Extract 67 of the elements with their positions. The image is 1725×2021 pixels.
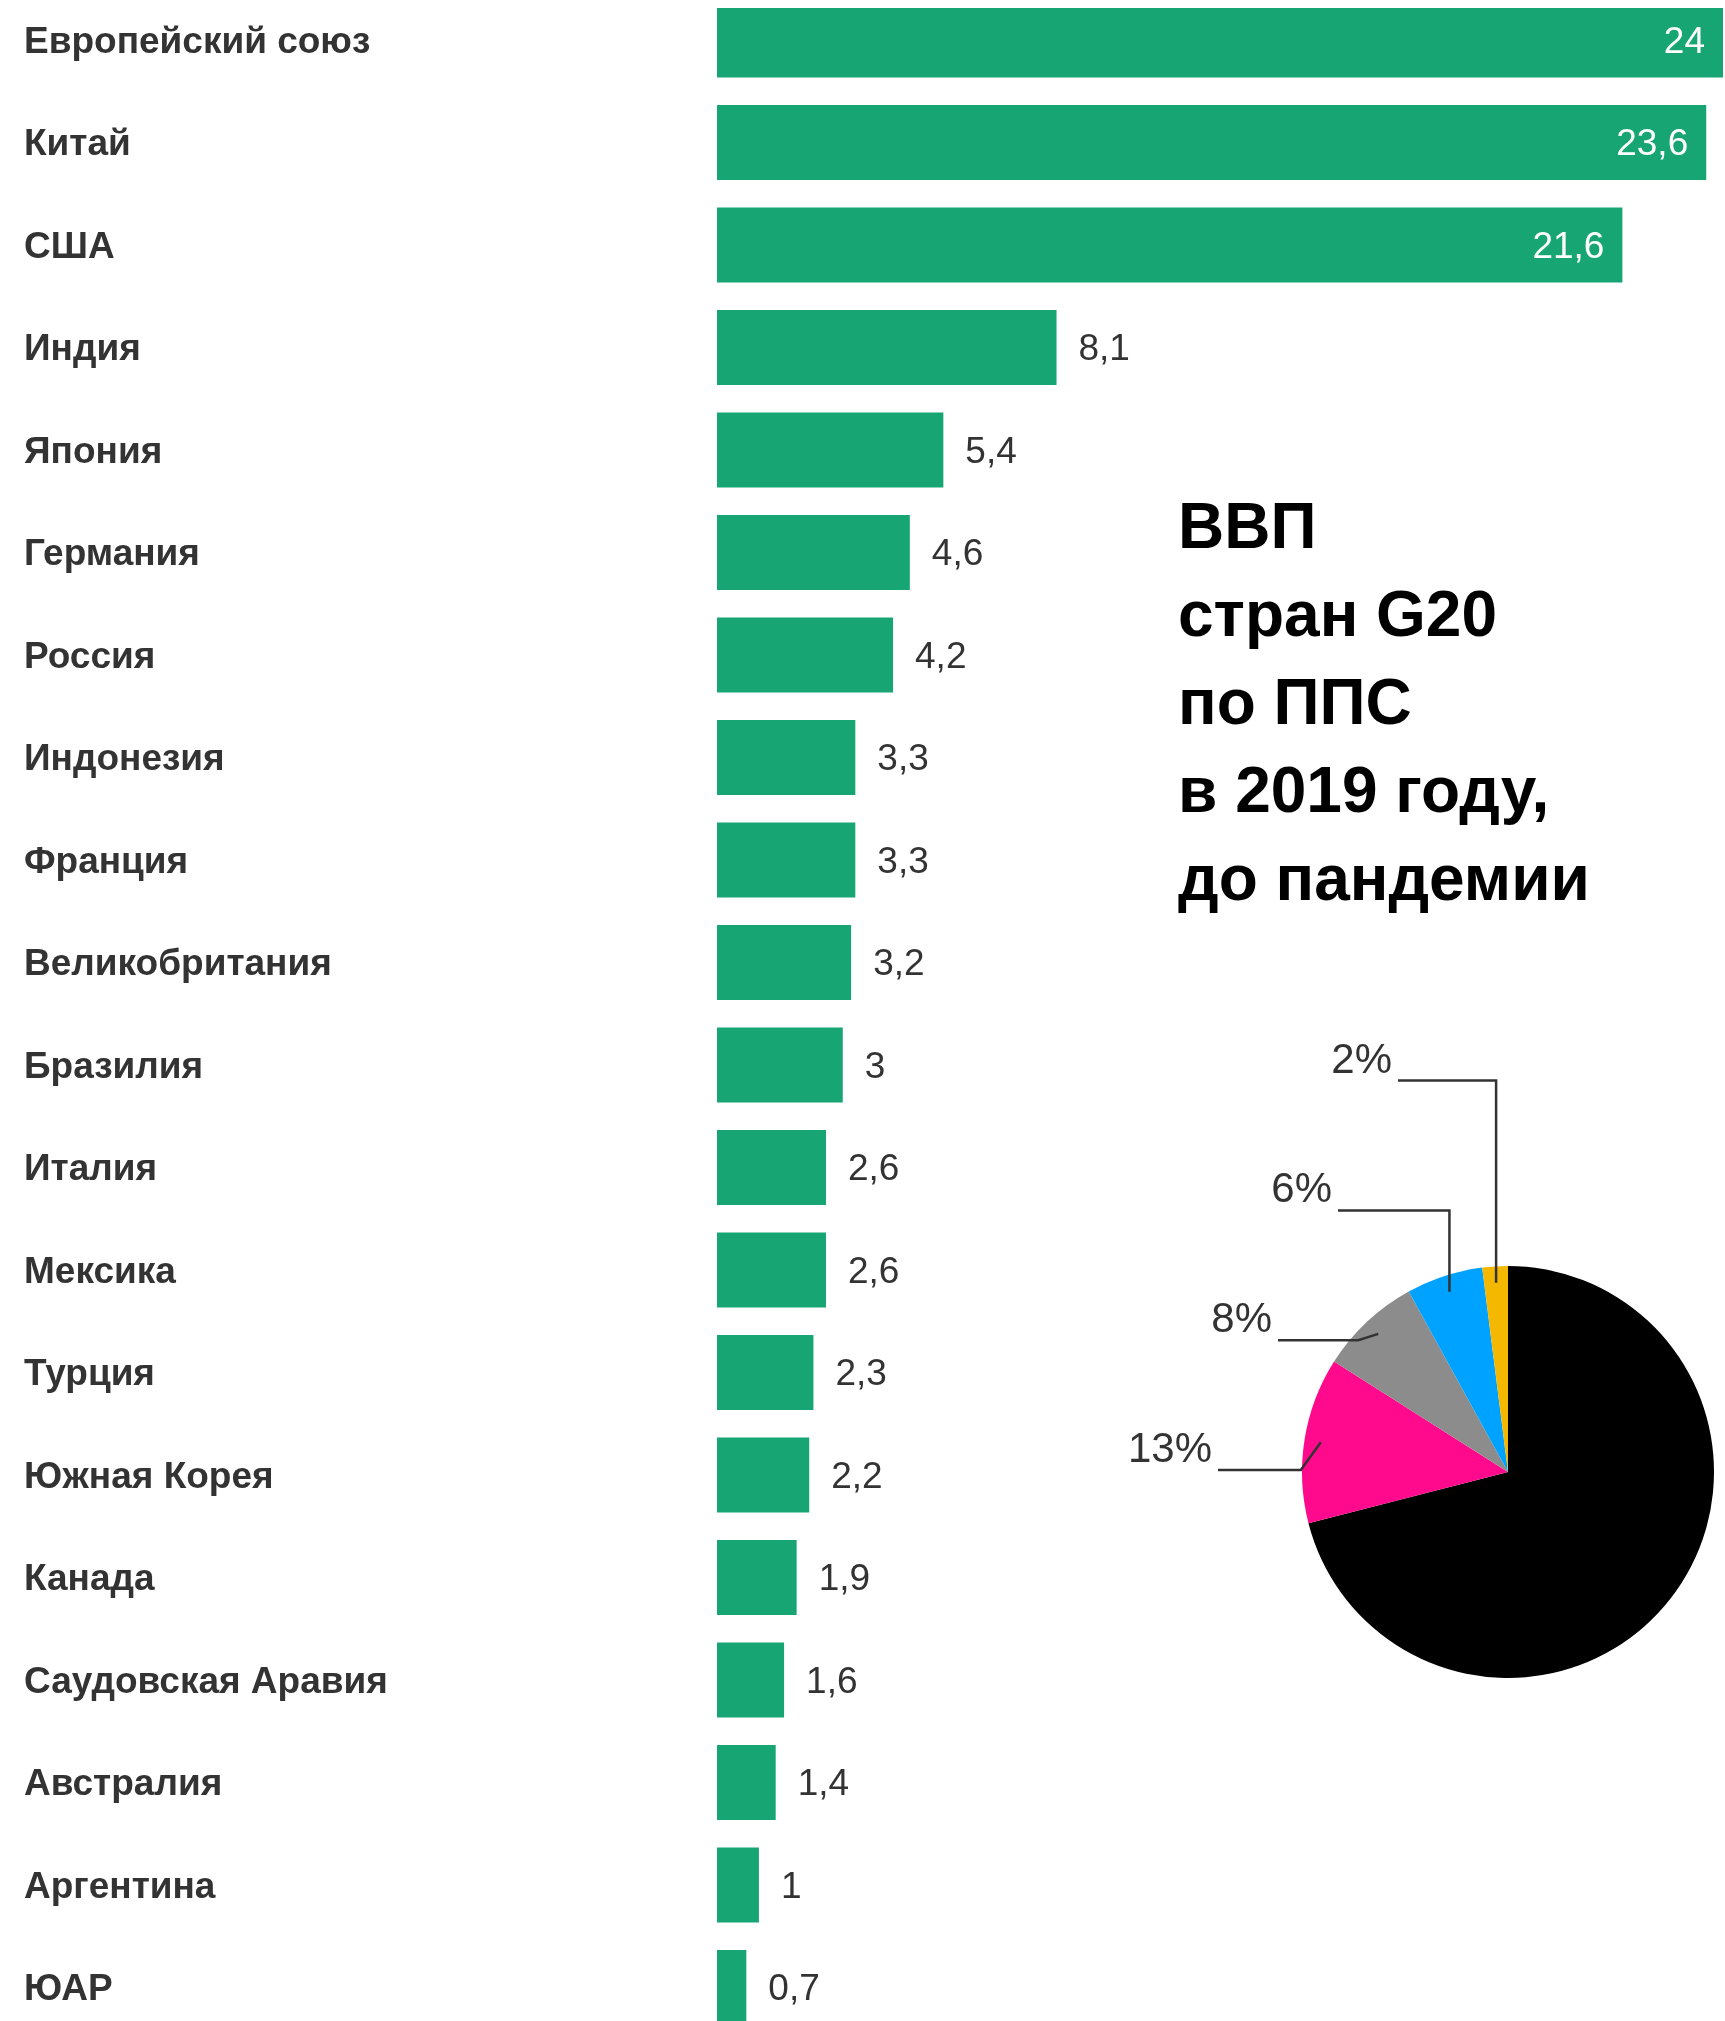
y-tick-label: Аргентина: [24, 1864, 216, 1906]
y-tick-label: Индонезия: [24, 737, 225, 779]
bar: [717, 617, 894, 693]
data-label: 0,7: [768, 1967, 820, 2009]
data-label: 4,6: [931, 532, 984, 574]
bar: [717, 1437, 810, 1513]
y-tick-label: Турция: [24, 1352, 155, 1394]
y-tick-label: Европейский союз: [24, 19, 371, 61]
y-tick-label: Россия: [24, 634, 156, 676]
pie-slice: [1334, 1291, 1508, 1472]
bar: [717, 1540, 797, 1615]
y-tick-label: Мексика: [24, 1249, 177, 1291]
y-tick-label: Канада: [24, 1557, 156, 1599]
bar: [717, 720, 856, 795]
data-label: 24: [1663, 19, 1705, 61]
pie-slice: [1408, 1267, 1508, 1472]
data-label: 3,3: [877, 737, 929, 779]
data-label: 2%: [1331, 1034, 1392, 1082]
data-label: 3: [864, 1044, 886, 1086]
data-label: 2,6: [847, 1249, 900, 1291]
bar: [717, 515, 910, 590]
data-label: 2,2: [831, 1454, 883, 1496]
y-tick-label: Франция: [24, 839, 189, 881]
y-tick-label: Германия: [24, 532, 200, 574]
y-tick-label: Китай: [24, 122, 131, 164]
y-tick-label: Япония: [24, 429, 163, 471]
y-tick-label: Великобритания: [24, 942, 332, 984]
data-label: 6%: [1271, 1164, 1332, 1212]
data-label: 23,6: [1616, 122, 1689, 164]
y-tick-label: Италия: [24, 1147, 158, 1189]
y-tick-label: Бразилия: [24, 1044, 204, 1086]
data-label: 2,3: [835, 1352, 887, 1394]
data-label: 4,2: [915, 634, 967, 676]
y-tick-label: США: [24, 224, 115, 266]
data-label: 13%: [1127, 1423, 1212, 1471]
data-label: 8%: [1211, 1294, 1272, 1342]
pie-slice: [1308, 1266, 1714, 1678]
bar: [717, 310, 1057, 385]
bar: [717, 1335, 814, 1410]
bar: [717, 1130, 826, 1205]
data-label: 1,6: [806, 1659, 858, 1701]
bar: [717, 105, 1707, 180]
bar: [717, 1847, 759, 1923]
pie-slice: [1302, 1361, 1508, 1524]
data-label: 2,6: [847, 1147, 900, 1189]
data-label: 21,6: [1532, 224, 1605, 266]
bar: [717, 1027, 843, 1103]
data-label: 1: [780, 1864, 802, 1906]
data-label: 1,4: [797, 1762, 850, 1804]
y-tick-label: Австралия: [24, 1762, 223, 1804]
y-tick-label: Южная Корея: [24, 1454, 274, 1496]
y-tick-label: Индия: [24, 327, 141, 369]
data-label: 3,3: [877, 839, 929, 881]
bar: [717, 1745, 776, 1820]
bar: [717, 207, 1623, 283]
bar: [717, 925, 852, 1000]
bar: [717, 1642, 785, 1718]
data-label: 1,9: [818, 1557, 871, 1599]
y-tick-label: ЮАР: [24, 1967, 113, 2009]
data-label: 8,1: [1078, 327, 1130, 369]
text: ВВП стран G20 по ППС в 2019 году, до пандемии: [1178, 490, 1590, 914]
data-label: 3,2: [873, 942, 925, 984]
bar: [717, 412, 944, 488]
data-label: 5,4: [965, 429, 1017, 471]
bar: [717, 1232, 826, 1308]
bar: [717, 822, 856, 898]
y-tick-label: Саудовская Аравия: [24, 1659, 388, 1701]
